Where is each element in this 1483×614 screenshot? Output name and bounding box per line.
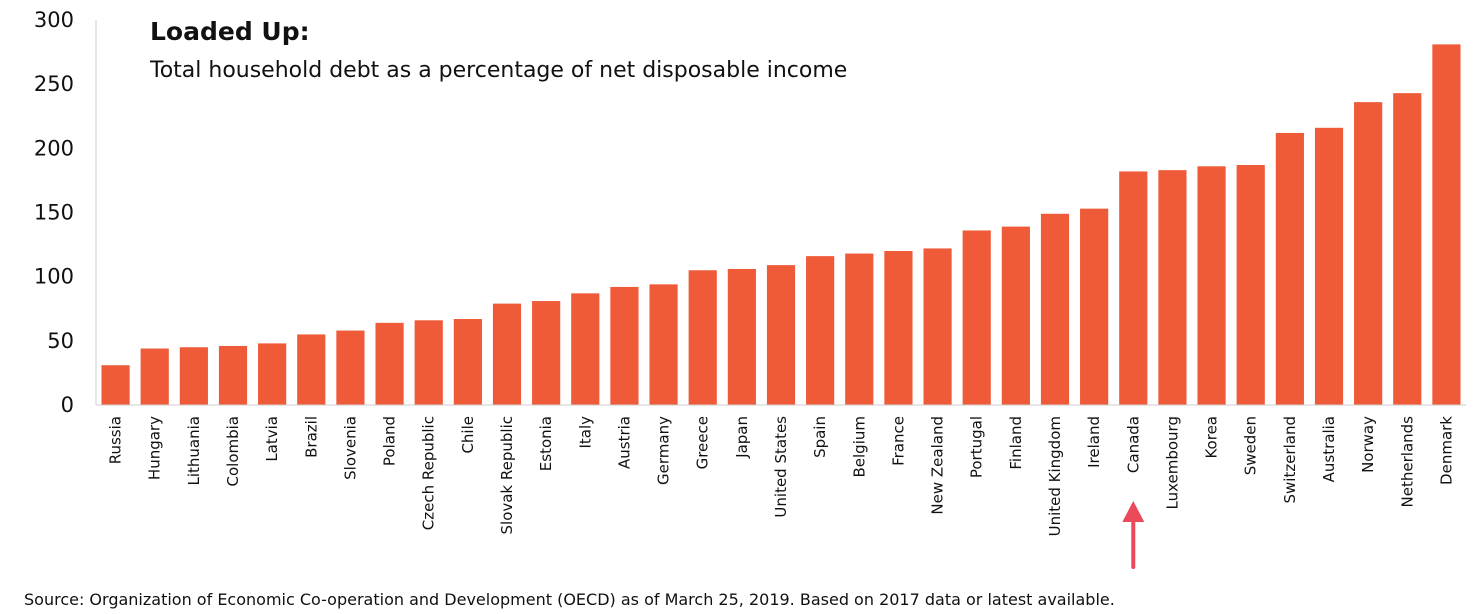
bar <box>766 265 796 405</box>
x-tick-label: United Kingdom <box>1046 416 1064 536</box>
bar <box>884 251 913 405</box>
x-tick-label: Poland <box>381 416 399 466</box>
bar <box>101 365 130 405</box>
bar <box>806 256 835 405</box>
x-tick-label: Portugal <box>968 416 986 478</box>
bar <box>610 286 639 405</box>
bar <box>336 330 365 405</box>
x-tick-label: Finland <box>1007 416 1025 470</box>
x-tick-label: Greece <box>694 416 712 469</box>
x-tick-label: Japan <box>733 416 751 459</box>
x-tick-label: Chile <box>459 416 477 454</box>
x-tick-label: Canada <box>1124 416 1142 473</box>
arrow-head <box>1122 501 1145 522</box>
y-axis: 0 50 100 150 200 250 300 <box>34 8 97 417</box>
x-tick-label: Netherlands <box>1398 416 1416 508</box>
bar <box>453 319 482 405</box>
x-tick-label: Lithuania <box>185 416 203 485</box>
x-tick-label: Slovenia <box>341 416 359 480</box>
bar <box>1314 127 1344 406</box>
bar <box>845 253 874 405</box>
bar <box>571 293 600 405</box>
x-tick-label: Norway <box>1359 416 1377 473</box>
x-tick-label: New Zealand <box>929 416 947 515</box>
x-tick-label: Russia <box>107 416 125 464</box>
bar <box>492 303 522 405</box>
x-tick-label: Brazil <box>302 416 320 458</box>
x-tick-label: Hungary <box>146 416 164 480</box>
bar <box>297 334 326 405</box>
x-tick-label: Italy <box>576 416 594 449</box>
x-tick-label: Belgium <box>850 416 868 478</box>
y-tick-label: 100 <box>34 265 74 289</box>
source-note: Source: Organization of Economic Co-oper… <box>24 590 1115 609</box>
x-tick-label: Switzerland <box>1281 416 1299 504</box>
x-tick-label: Australia <box>1320 416 1338 482</box>
bar <box>1197 166 1226 405</box>
x-tick-label: Korea <box>1203 416 1221 459</box>
bar <box>1040 213 1070 405</box>
x-tick-label: Ireland <box>1085 416 1103 468</box>
bar <box>414 320 443 405</box>
bar <box>1080 208 1109 405</box>
bar <box>140 348 169 405</box>
x-tick-label: Latvia <box>263 416 281 462</box>
bar <box>1432 44 1461 405</box>
bar <box>258 343 287 405</box>
bar <box>1236 165 1265 405</box>
chart-title: Loaded Up: <box>150 17 310 46</box>
x-tick-label: Sweden <box>1242 416 1260 475</box>
y-tick-label: 200 <box>34 136 74 160</box>
y-tick-label: 50 <box>47 329 74 353</box>
bar <box>1158 170 1187 405</box>
canada-highlight-arrow-icon <box>1122 501 1145 569</box>
bar <box>688 270 717 405</box>
x-tick-label: Slovak Republic <box>498 416 516 535</box>
bar <box>1354 102 1383 405</box>
x-tick-label: Germany <box>655 416 673 485</box>
y-tick-label: 150 <box>34 201 74 225</box>
bar <box>1275 132 1304 405</box>
bar <box>532 301 561 405</box>
bars <box>101 44 1461 406</box>
x-tick-label: Austria <box>615 416 633 469</box>
bar <box>1119 171 1148 405</box>
bar <box>179 347 208 405</box>
bar <box>375 322 404 405</box>
x-tick-label: France <box>889 416 907 466</box>
x-tick-label: Spain <box>811 416 829 458</box>
bar <box>962 230 991 405</box>
bar <box>727 268 756 405</box>
x-tick-label: Colombia <box>224 416 242 487</box>
y-tick-label: 300 <box>34 8 74 32</box>
x-tick-label: Luxembourg <box>1163 416 1181 510</box>
x-tick-label: Czech Republic <box>420 416 438 530</box>
bar <box>923 248 952 405</box>
bar <box>1393 93 1422 406</box>
bar <box>649 284 678 405</box>
x-tick-label: Denmark <box>1437 416 1455 485</box>
chart-subtitle: Total household debt as a percentage of … <box>149 58 847 83</box>
y-tick-label: 250 <box>34 72 74 96</box>
y-tick-label: 0 <box>61 393 74 417</box>
x-tick-label: Estonia <box>537 416 555 471</box>
x-tick-label: United States <box>772 416 790 518</box>
x-axis: Russia Hungary Lithuania Colombia Latvia Braz… <box>96 404 1466 536</box>
bar <box>218 345 248 405</box>
bar <box>1001 226 1030 405</box>
